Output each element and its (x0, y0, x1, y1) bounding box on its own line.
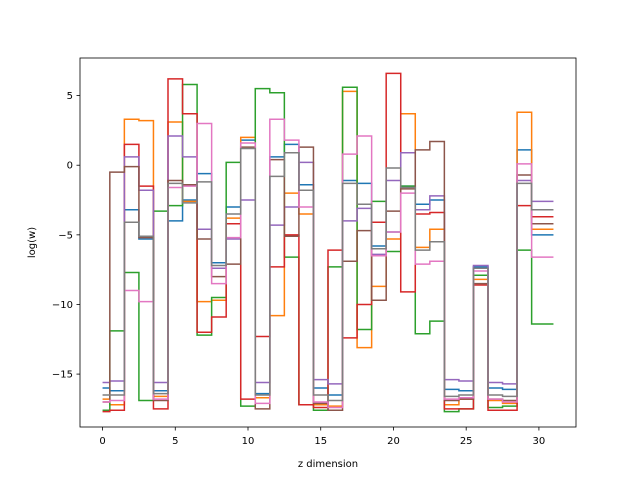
y-tick-label: 0 (67, 161, 73, 172)
x-axis-label: z dimension (298, 459, 358, 470)
x-tick-label: 30 (533, 436, 546, 447)
y-tick-label: 5 (67, 91, 73, 102)
series-line-8 (102, 147, 554, 402)
x-tick-label: 10 (242, 436, 255, 447)
series-line-4 (102, 72, 554, 413)
series-layer (102, 72, 554, 413)
x-tick-label: 15 (314, 436, 327, 447)
x-tick-label: 5 (172, 436, 178, 447)
plot-frame (79, 57, 577, 428)
x-tick-label: 0 (99, 436, 105, 447)
y-tick-label: −15 (52, 370, 73, 381)
x-axis: 0 5 10 15 20 25 30 (99, 427, 545, 447)
y-tick-label: −10 (52, 300, 73, 311)
x-tick-label: 25 (460, 436, 473, 447)
y-axis-label: log(w) (27, 227, 38, 258)
y-tick-label: −5 (58, 230, 73, 241)
x-tick-label: 20 (387, 436, 400, 447)
y-axis: −15 −10 −5 0 5 (52, 91, 80, 381)
